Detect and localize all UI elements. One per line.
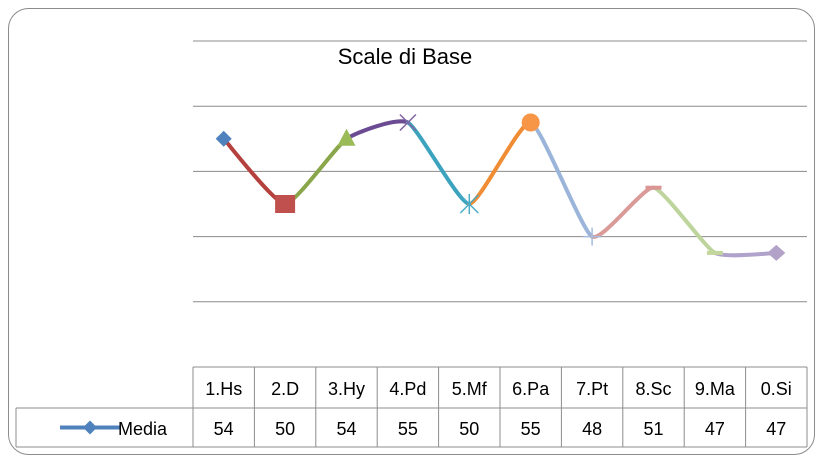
data-value: 54 (336, 419, 356, 439)
category-label: 6.Pa (512, 379, 550, 399)
chart-border (8, 8, 815, 455)
series-line-segment (712, 250, 779, 258)
category-label: 4.Pd (389, 379, 426, 399)
legend-series-name: Media (118, 419, 168, 439)
data-point-marker (337, 128, 356, 146)
data-point-marker (399, 113, 417, 132)
chart-frame: Scale di Base 1.Hs 2.D 3.Hy 4.Pd 5.Mf 6.Pa 7.P… (8, 8, 816, 456)
legend-marker (83, 420, 97, 435)
data-point-marker (583, 227, 602, 246)
data-value: 54 (214, 419, 234, 439)
data-point-marker (521, 113, 540, 132)
category-label: 0.Si (761, 379, 792, 399)
data-value: 55 (398, 419, 418, 439)
data-value: 50 (275, 419, 295, 439)
chart-title: Scale di Base (338, 44, 473, 69)
category-label: 9.Ma (695, 379, 736, 399)
category-label: 8.Sc (635, 379, 671, 399)
line-chart: Scale di Base 1.Hs 2.D 3.Hy 4.Pd 5.Mf 6.Pa 7.P… (8, 8, 815, 455)
data-point-marker (645, 185, 662, 190)
category-label: 2.D (271, 379, 299, 399)
data-value: 47 (766, 419, 786, 439)
data-point-marker (215, 130, 232, 147)
data-point-marker (706, 250, 723, 255)
category-label: 5.Mf (452, 379, 488, 399)
category-label: 7.Pt (576, 379, 608, 399)
category-label: 3.Hy (328, 379, 365, 399)
data-value: 47 (705, 419, 725, 439)
series-line-segment (651, 185, 717, 255)
category-label: 1.Hs (205, 379, 242, 399)
data-value: 51 (643, 419, 663, 439)
data-point-marker (459, 194, 479, 214)
data-point-marker (767, 244, 786, 261)
data-value: 48 (582, 419, 602, 439)
data-value: 55 (521, 419, 541, 439)
data-point-marker (275, 195, 296, 213)
data-value: 50 (459, 419, 479, 439)
